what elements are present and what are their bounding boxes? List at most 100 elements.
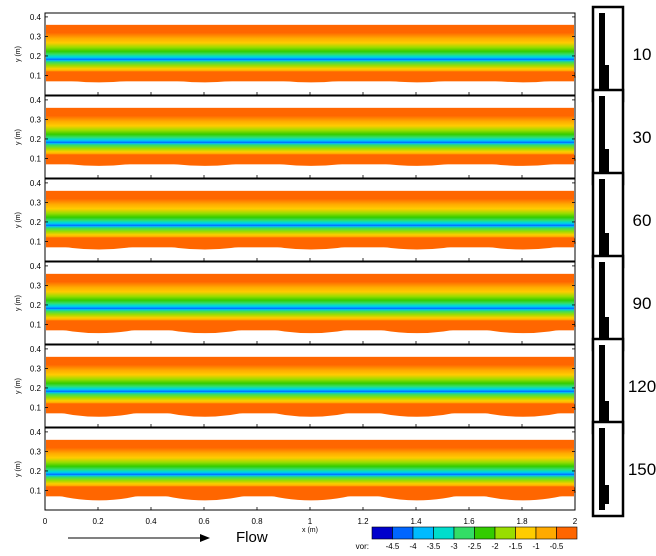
panel-top-gap xyxy=(46,97,574,108)
panel-top-gap xyxy=(46,263,574,274)
panel-side-label: 60 xyxy=(633,211,652,230)
colorbar-swatch xyxy=(371,526,393,540)
colorbar-level-label: -4 xyxy=(409,542,417,551)
vortex-lobes xyxy=(46,71,576,83)
panel-top-gap xyxy=(46,429,574,440)
panel-top-gap xyxy=(46,346,574,357)
y-tick-label: 0.4 xyxy=(30,96,42,105)
y-tick-label: 0.1 xyxy=(30,71,42,80)
y-tick-label: 0.3 xyxy=(30,281,42,290)
panel-side-label: 90 xyxy=(633,294,652,313)
schematic-step xyxy=(605,65,609,89)
colorbar-level-label: -2.5 xyxy=(468,542,482,551)
colorbar-level-label: -4.5 xyxy=(386,542,400,551)
y-axis-label: y (m) xyxy=(15,378,22,394)
y-tick-label: 0.1 xyxy=(30,154,42,163)
colorbar-level-label: -3 xyxy=(450,542,458,551)
panel-side-label: 30 xyxy=(633,128,652,147)
vortex-lobes xyxy=(46,320,576,334)
panel-60: 0.1 0.2 0.3 0.4 y (m) 60 xyxy=(15,171,652,269)
panel-side-label: 120 xyxy=(628,377,656,396)
x-tick-label: 1.8 xyxy=(516,517,528,526)
vortex-lobes xyxy=(46,403,576,417)
x-tick-label: 0.2 xyxy=(92,517,104,526)
x-axis-label: x (m) xyxy=(302,527,318,534)
colorbar-swatch xyxy=(474,526,496,540)
panel-150: 0.1 0.2 0.3 0.4 y (m) 150 xyxy=(15,420,656,518)
vortex-lobes xyxy=(46,486,576,501)
panel-top-gap xyxy=(46,14,574,25)
panel-10: 0.1 0.2 0.3 0.4 y (m) 10 xyxy=(15,5,652,103)
y-tick-label: 0.2 xyxy=(30,218,42,227)
vortex-lobes xyxy=(46,154,576,166)
x-tick-label: 0.4 xyxy=(145,517,157,526)
colorbar-swatch xyxy=(515,526,537,540)
panel-side-label: 150 xyxy=(628,460,656,479)
y-axis-label: y (m) xyxy=(15,46,22,62)
channel-schematic xyxy=(591,5,625,103)
y-axis-label: y (m) xyxy=(15,461,22,477)
schematic-wall xyxy=(599,262,605,344)
x-tick-label: 0 xyxy=(43,517,48,526)
y-tick-label: 0.4 xyxy=(30,345,42,354)
y-tick-label: 0.4 xyxy=(30,428,42,437)
x-tick-label: 0.6 xyxy=(198,517,210,526)
y-tick-label: 0.3 xyxy=(30,364,42,373)
channel-schematic xyxy=(591,420,625,518)
schematic-wall xyxy=(599,96,605,178)
colorbar-level-label: -1.5 xyxy=(509,542,523,551)
flow-arrow-head xyxy=(200,534,210,542)
schematic-step xyxy=(605,401,609,421)
flow-label: Flow xyxy=(236,529,268,546)
colorbar-level-label: -3.5 xyxy=(427,542,441,551)
y-axis-label: y (m) xyxy=(15,295,22,311)
schematic-step xyxy=(605,233,609,255)
y-tick-label: 0.3 xyxy=(30,115,42,124)
colorbar-title: vor: xyxy=(356,542,369,551)
schematic-step xyxy=(605,485,609,504)
schematic-wall xyxy=(599,345,605,427)
y-tick-label: 0.3 xyxy=(30,198,42,207)
y-axis-label: y (m) xyxy=(15,129,22,145)
colorbar-swatch xyxy=(412,526,434,540)
y-tick-label: 0.4 xyxy=(30,13,42,22)
y-tick-label: 0.2 xyxy=(30,467,42,476)
schematic-frame xyxy=(591,420,625,518)
y-tick-label: 0.3 xyxy=(30,447,42,456)
x-tick-label: 1.2 xyxy=(357,517,369,526)
colorbar-swatch xyxy=(392,526,414,540)
vortex-lobes xyxy=(46,237,576,250)
colorbar-level-label: -2 xyxy=(491,542,499,551)
channel-schematic xyxy=(591,254,625,352)
colorbar-swatch xyxy=(494,526,516,540)
x-tick-label: 1.4 xyxy=(410,517,422,526)
panel-30: 0.1 0.2 0.3 0.4 y (m) 30 xyxy=(15,88,652,186)
y-tick-label: 0.3 xyxy=(30,32,42,41)
schematic-wall xyxy=(599,13,605,95)
schematic-step xyxy=(605,149,609,172)
y-tick-label: 0.2 xyxy=(30,384,42,393)
y-tick-label: 0.4 xyxy=(30,179,42,188)
y-axis-label: y (m) xyxy=(15,212,22,228)
panel-side-label: 10 xyxy=(633,45,652,64)
colorbar-level-label: -1 xyxy=(532,542,540,551)
y-tick-label: 0.2 xyxy=(30,52,42,61)
channel-schematic xyxy=(591,337,625,435)
schematic-wall xyxy=(599,179,605,261)
schematic-step xyxy=(605,317,609,338)
y-tick-label: 0.2 xyxy=(30,135,42,144)
channel-schematic xyxy=(591,88,625,186)
y-tick-label: 0.1 xyxy=(30,320,42,329)
x-tick-label: 2 xyxy=(573,517,578,526)
colorbar-swatch xyxy=(453,526,475,540)
panel-top-gap xyxy=(46,180,574,191)
colorbar-level-label: -0.5 xyxy=(550,542,564,551)
colorbar-swatch xyxy=(535,526,557,540)
y-tick-label: 0.1 xyxy=(30,486,42,495)
panel-120: 0.1 0.2 0.3 0.4 y (m) 120 xyxy=(15,337,656,435)
x-tick-label: 0.8 xyxy=(251,517,263,526)
x-tick-label: 1.6 xyxy=(463,517,475,526)
y-tick-label: 0.4 xyxy=(30,262,42,271)
y-tick-label: 0.2 xyxy=(30,301,42,310)
